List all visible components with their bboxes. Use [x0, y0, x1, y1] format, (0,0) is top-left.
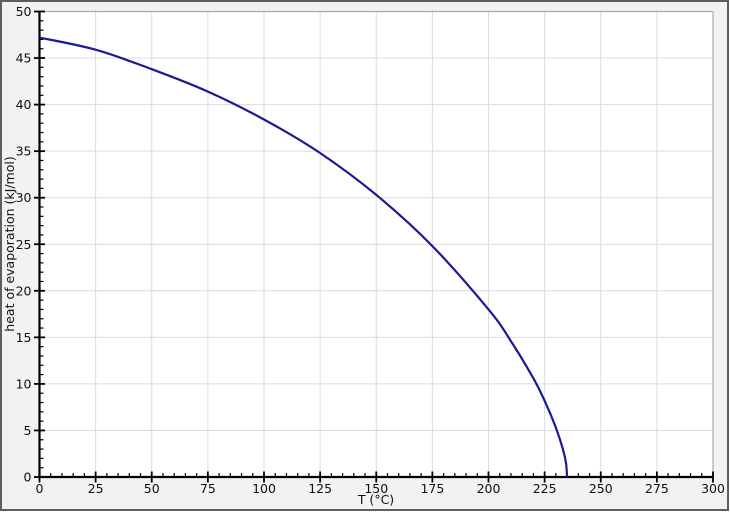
y-tick-label: 20	[16, 283, 32, 298]
x-tick-label: 275	[645, 481, 669, 496]
x-axis-title: T (°C)	[357, 492, 394, 507]
x-tick-label: 0	[36, 481, 44, 496]
y-tick-label: 10	[16, 376, 32, 391]
y-tick-label: 0	[24, 470, 32, 485]
x-tick-label: 50	[144, 481, 160, 496]
y-tick-label: 45	[16, 51, 32, 66]
y-tick-label: 40	[16, 97, 32, 112]
minor-ticks	[39, 20, 703, 477]
y-tick-label: 35	[16, 144, 32, 159]
y-tick-label: 5	[24, 423, 32, 438]
x-tick-label: 250	[589, 481, 613, 496]
x-tick-label: 200	[477, 481, 501, 496]
y-axis-title: heat of evaporation (kJ/mol)	[2, 156, 17, 331]
x-tick-label: 125	[308, 481, 332, 496]
tick-labels: 0 25 50 75 100 125 150 175 200 225 250 275 300 0 5 10 15…	[16, 4, 725, 496]
data-curve	[39, 36, 569, 478]
x-tick-label: 25	[88, 481, 104, 496]
x-tick-label: 150	[364, 481, 388, 496]
y-tick-label: 15	[16, 330, 32, 345]
x-tick-label: 75	[200, 481, 216, 496]
x-tick-label: 225	[533, 481, 557, 496]
x-tick-label: 300	[701, 481, 725, 496]
major-ticks	[34, 10, 714, 483]
x-tick-label: 175	[420, 481, 444, 496]
x-tick-label: 100	[252, 481, 276, 496]
y-tick-label: 50	[16, 4, 32, 19]
y-tick-label: 30	[16, 190, 32, 205]
plot-frame-lines	[39, 10, 714, 477]
y-tick-label: 25	[16, 237, 32, 252]
